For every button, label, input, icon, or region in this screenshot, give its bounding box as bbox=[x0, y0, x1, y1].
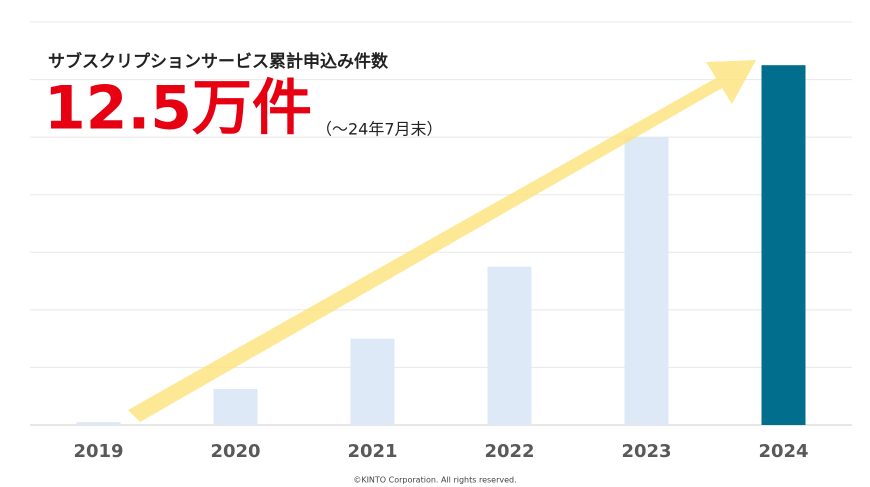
bar bbox=[624, 137, 669, 425]
bar bbox=[76, 422, 121, 425]
note: （～24年7月末） bbox=[316, 120, 443, 139]
bar bbox=[487, 266, 532, 425]
bar bbox=[761, 65, 806, 425]
x-tick-label: 2024 bbox=[758, 441, 808, 462]
x-tick-label: 2023 bbox=[621, 441, 671, 462]
x-tick-label: 2022 bbox=[484, 441, 534, 462]
footer: ©KINTO Corporation. All rights reserved. bbox=[353, 476, 516, 485]
headline: 12.5万件 bbox=[44, 74, 312, 144]
bar bbox=[350, 338, 395, 425]
bar bbox=[213, 389, 258, 425]
x-tick-label: 2021 bbox=[347, 441, 397, 462]
chart-title: サブスクリプションサービス累計申込み件数 bbox=[48, 51, 389, 72]
bars bbox=[76, 65, 806, 425]
x-tick-label: 2019 bbox=[73, 441, 123, 462]
x-tick-label: 2020 bbox=[210, 441, 260, 462]
grid bbox=[30, 21, 852, 426]
growth-arrow bbox=[128, 60, 756, 422]
